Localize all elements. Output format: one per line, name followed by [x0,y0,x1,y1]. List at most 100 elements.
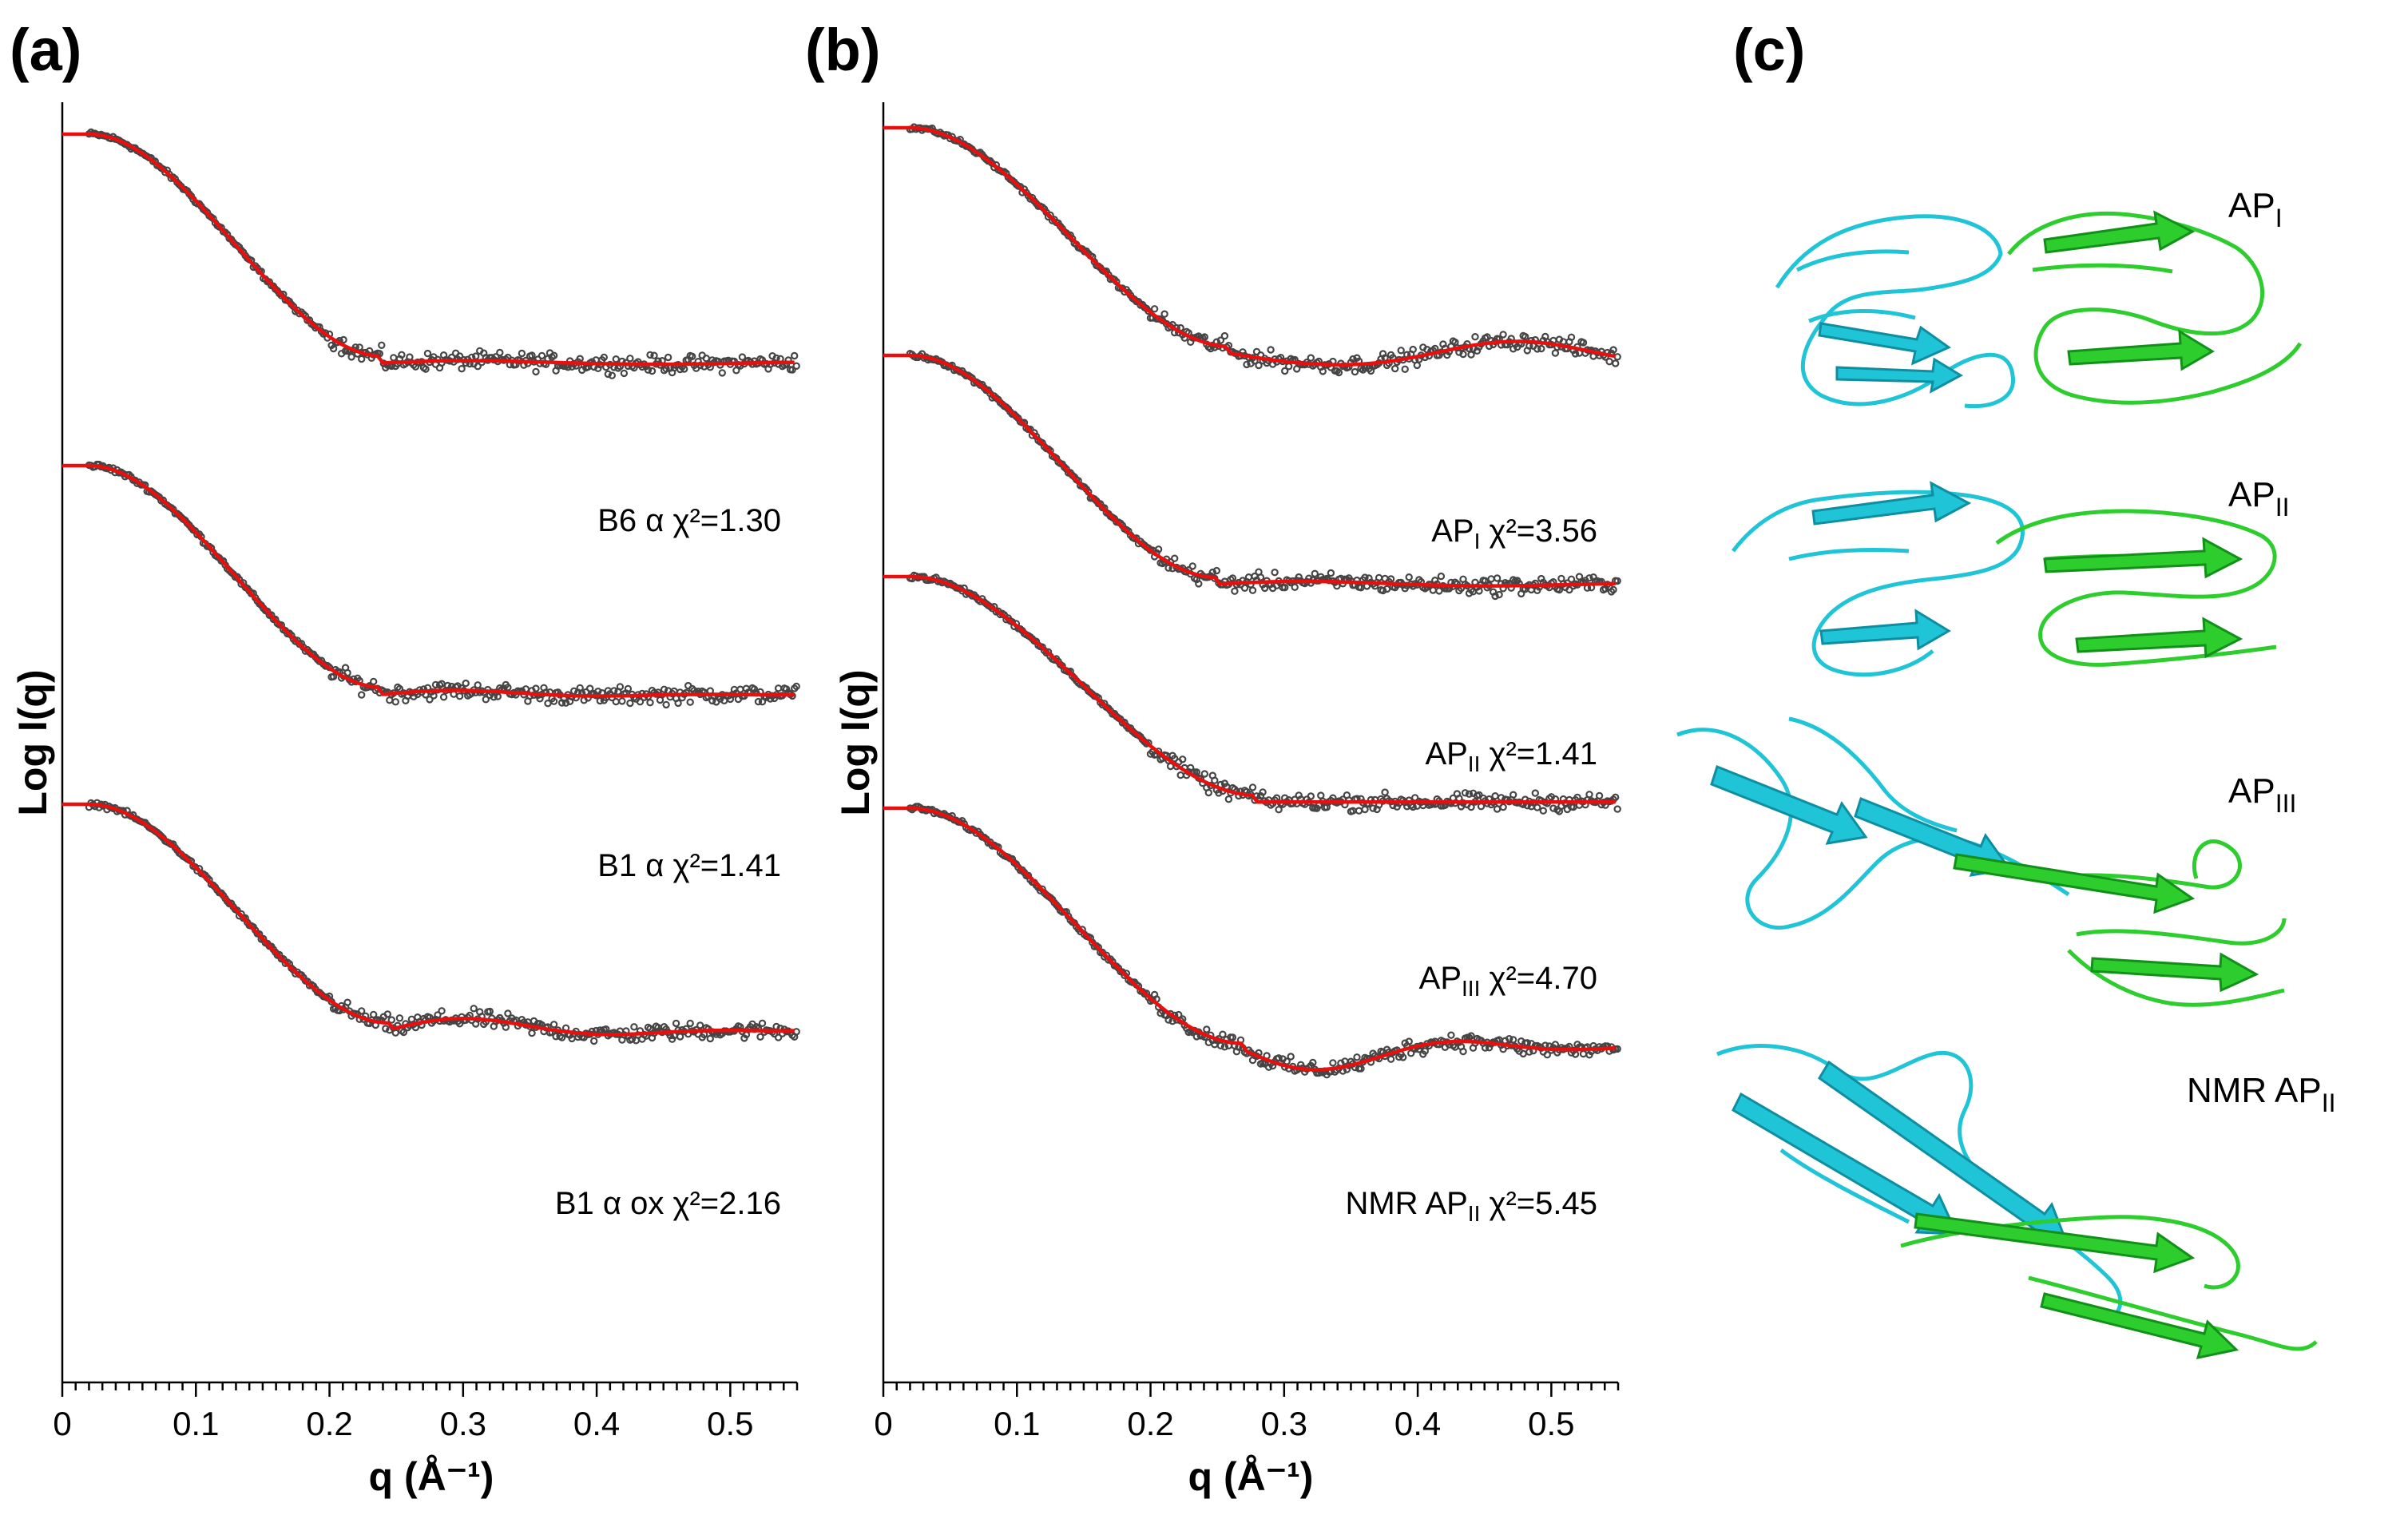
data-point [618,697,626,705]
data-point [792,682,800,691]
data-point [455,692,464,700]
data-point [1467,803,1475,811]
data-point [1248,783,1257,791]
model-nmr-apii-chain-b [1900,1215,2318,1351]
data-point [1609,346,1617,354]
data-point [1519,1049,1527,1058]
data-point [1188,562,1196,570]
plot-b-x-tick-labels: 0 0.1 0.2 0.3 0.4 0.5 [874,1405,1574,1442]
data-point [504,684,512,692]
data-point [502,1023,510,1031]
data-point [680,365,688,373]
plot-b-data-points [906,123,1621,1079]
data-point [1537,344,1545,353]
plot-a: 0 0.1 0.2 0.3 0.4 0.5 Log I(q) q (Å⁻¹) B6 α χ… [10,102,800,1499]
data-point [1357,1065,1365,1073]
data-point [1579,1049,1588,1058]
data-point [788,366,796,374]
data-point [430,692,438,700]
data-point [1375,573,1383,582]
data-point [628,1035,637,1043]
data-point [1461,789,1470,797]
model-api-chain-a [1775,214,2015,409]
data-point [1421,1047,1430,1055]
data-point [664,353,672,362]
data-point [1571,350,1580,358]
data-point [1231,587,1239,595]
plot-b-x-ticks [882,1382,1620,1397]
data-point [1605,358,1613,366]
data-point [608,371,617,379]
model-label-api: API [2228,186,2283,232]
plot-b-label-apiii: APIII χ²=4.70 [1419,961,1597,1001]
data-point [496,348,504,357]
data-point [343,668,351,677]
data-point [626,355,634,363]
data-point [347,353,355,361]
x-tick-label: 0 [53,1405,71,1442]
data-point [1509,1036,1517,1044]
data-point [1271,569,1279,577]
data-point [378,341,386,349]
data-point [1335,368,1343,377]
fit-line-b1α [62,463,795,698]
data-point [1219,1030,1227,1038]
data-point [474,363,482,371]
data-point [1609,585,1617,594]
data-point [1220,331,1229,340]
data-point [1203,1025,1211,1033]
data-point [358,691,366,699]
data-point [1349,355,1357,363]
data-point [343,998,351,1006]
data-point [630,1023,638,1031]
data-point [686,1019,694,1028]
data-point [1150,305,1159,313]
fit-line-api [883,125,1617,367]
data-point [754,697,763,706]
data-point [718,369,727,377]
data-point [1487,575,1495,583]
data-point [1309,1058,1317,1067]
model-api-strand-a [1818,322,1952,366]
data-point [1386,1055,1395,1063]
data-point [426,696,434,704]
x-tick-label: 0.3 [1261,1405,1307,1442]
data-point [390,354,398,362]
data-point [1369,804,1377,812]
data-point [382,1025,390,1033]
model-api-ribbon [1775,210,2303,409]
model-apii-ribbon [1732,481,2277,677]
x-tick-label: 0 [874,1405,892,1442]
x-tick-label: 0.5 [1528,1405,1574,1442]
model-apiii-ribbon [1676,716,2287,1007]
data-point [482,696,490,704]
data-point [1611,793,1620,802]
data-point [738,353,747,361]
model-nmr-apii-strand-a [1732,1092,1959,1235]
data-point [528,1029,536,1037]
x-tick-label: 0.1 [173,1405,219,1442]
data-point [1379,586,1387,595]
model-api-strand-a2 [1835,357,1964,394]
model-apiii-strand-b [1953,853,2196,914]
data-point [1495,590,1503,599]
data-point [1355,807,1363,815]
fit-line-apiii [883,574,1616,804]
data-point [470,1005,478,1013]
data-point [612,697,621,706]
data-point [399,1028,408,1037]
data-point [1555,585,1564,594]
data-point [1401,365,1409,373]
data-point [1539,807,1548,815]
data-point [339,335,347,344]
data-point [1307,354,1315,362]
data-point [1390,364,1399,373]
data-point [1200,770,1209,778]
data-point [1224,795,1233,803]
data-point [1329,1059,1337,1067]
data-point [1409,803,1417,811]
model-nmr-apii-strand-b2 [2040,1292,2239,1359]
data-point [758,1019,767,1028]
data-point [1383,585,1391,593]
data-point [358,355,366,363]
